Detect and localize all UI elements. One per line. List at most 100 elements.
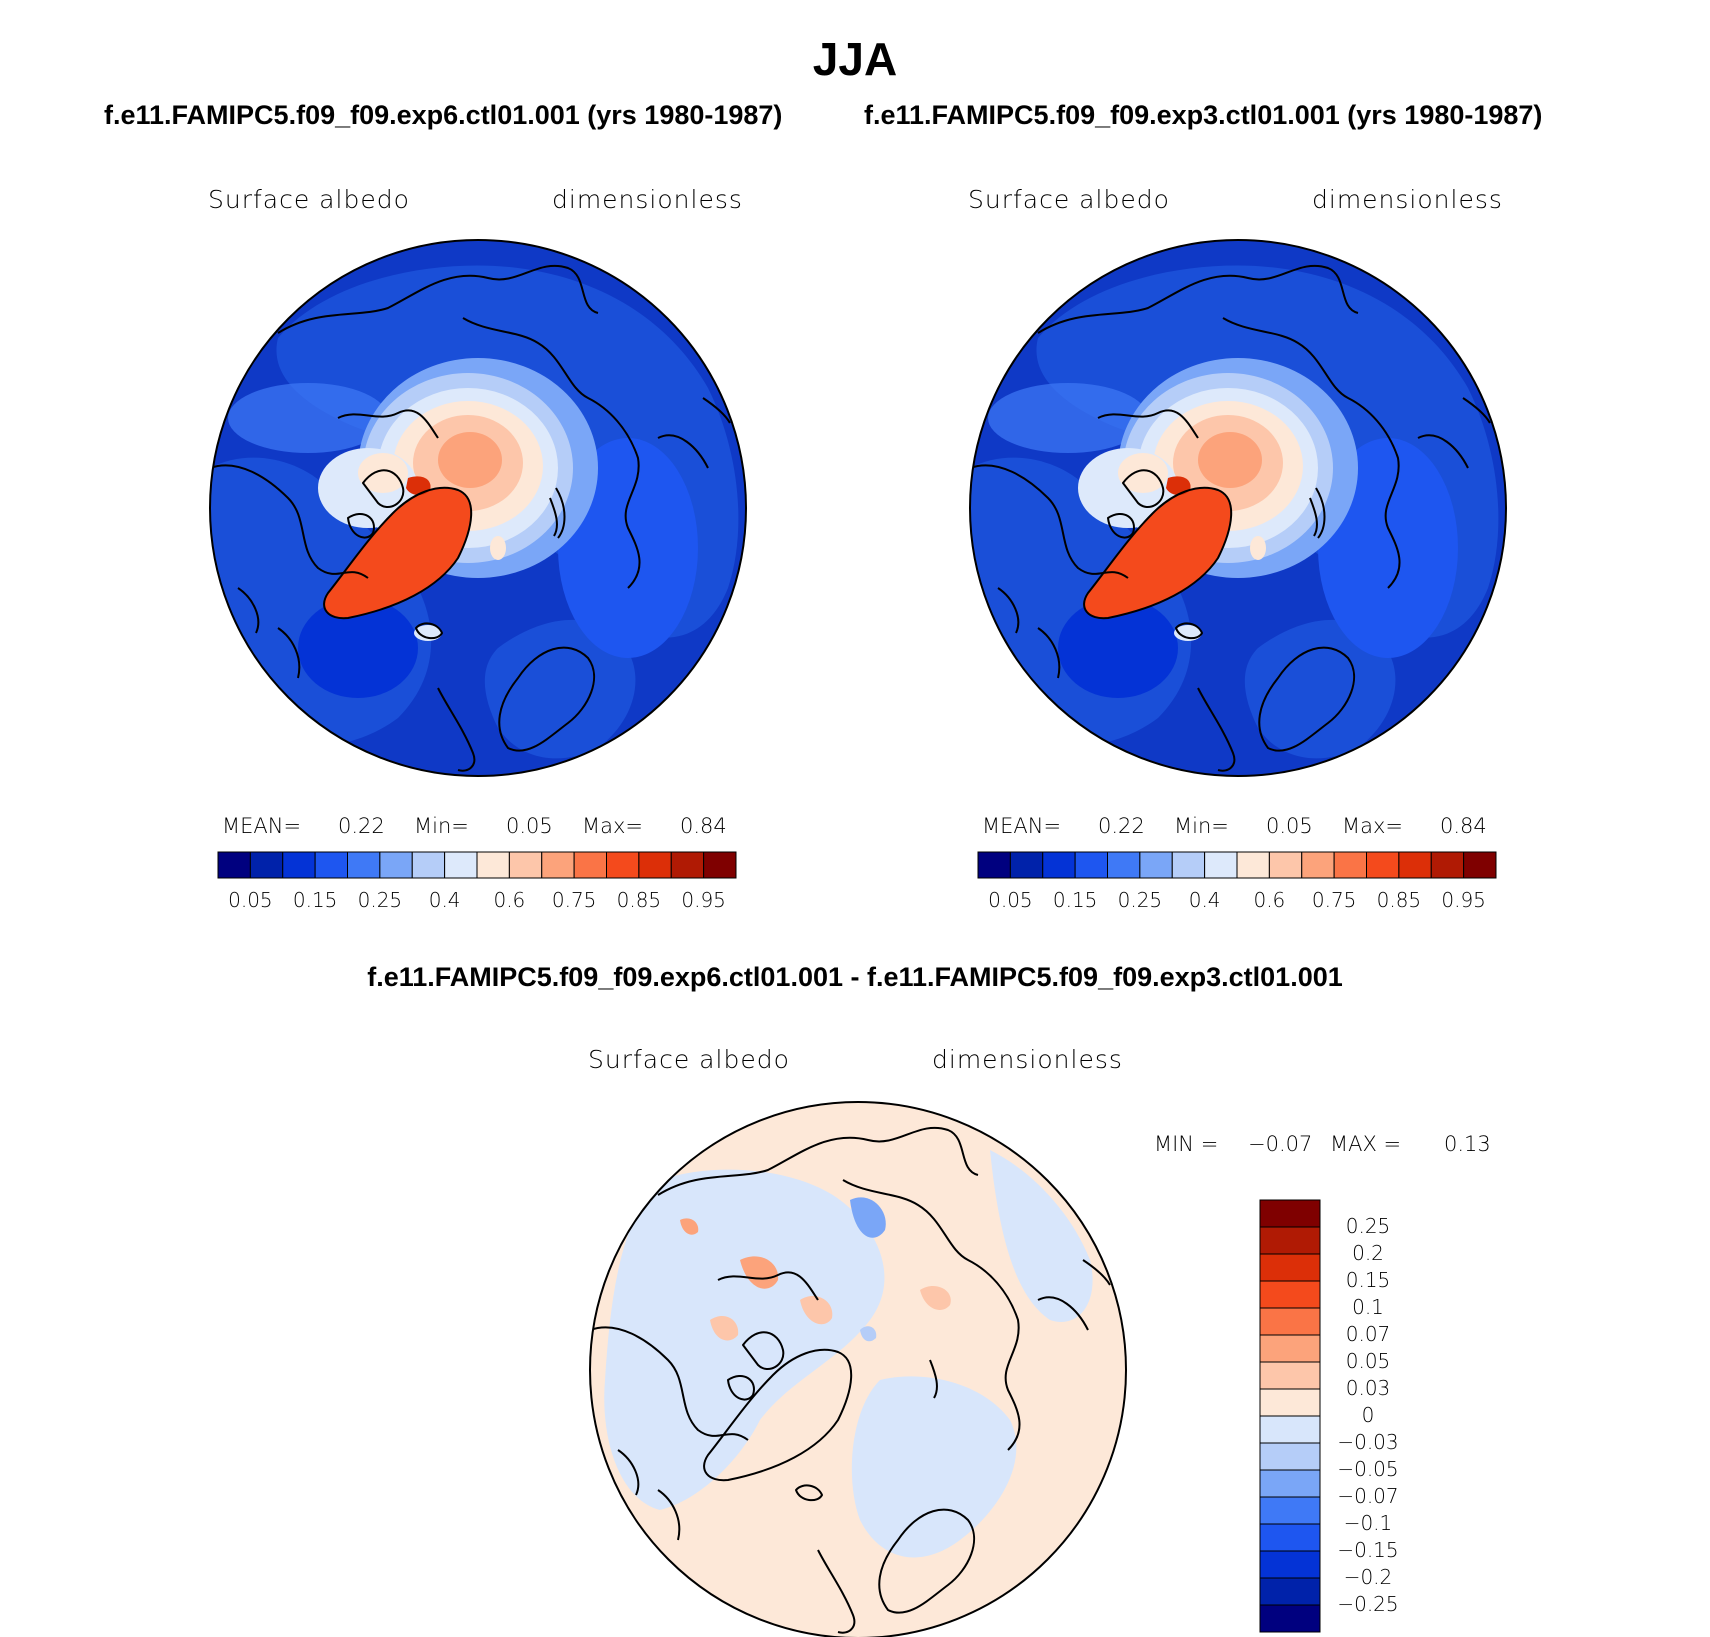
panel-1-colorbar-tick-label: 0.85 [616,888,662,912]
panel-1-mean-label: MEAN= [222,814,302,838]
panel-2-colorbar-swatch [1074,851,1108,879]
season-title: JJA [812,33,898,85]
difference-colorbar-swatch [1259,1253,1321,1282]
difference-title: f.e11.FAMIPC5.f09_f09.exp6.ctl01.001 - f… [367,962,1343,992]
panel-1-min-label: Min= [414,814,469,838]
panel-2-case-title: f.e11.FAMIPC5.f09_f09.exp3.ctl01.001 (yr… [864,100,1543,130]
difference-colorbar-swatch [1259,1199,1321,1228]
difference-colorbar-tick-label: −0.1 [1343,1511,1393,1535]
panel-1-colorbar-swatch [606,851,640,879]
difference-map-border [589,1101,1127,1637]
panel-1-min-value: 0.05 [506,814,553,838]
panel-1-variable: Surface albedo [208,185,410,214]
panel-1-colorbar-swatch [573,851,607,879]
panel-2-max-value: 0.84 [1440,814,1487,838]
panel-1-colorbar-swatch [444,851,478,879]
difference-colorbar-swatch [1259,1604,1321,1633]
difference-colorbar-tick-label: 0.15 [1345,1268,1391,1292]
difference-colorbar-tick-label: 0.05 [1345,1349,1391,1373]
panel-2-colorbar-tick-label: 0.4 [1188,888,1221,912]
difference-variable: Surface albedo [588,1045,790,1074]
panel-1-map-border [209,239,747,777]
panel-1-colorbar-swatch [508,851,543,879]
panel-1-colorbar-tick-label: 0.75 [551,888,597,912]
panel-1-colorbar-swatch [347,851,381,879]
panel-2-colorbar-swatch [1171,851,1206,879]
panel-2-colorbar [977,851,1497,879]
panel-2-colorbar-swatch [1333,851,1367,879]
panel-1-colorbar-tick-label: 0.95 [681,888,726,912]
panel-1-colorbar-swatch [541,851,575,879]
difference-colorbar-tick-label: 0.2 [1352,1241,1384,1265]
difference-max-label: MAX = [1330,1132,1402,1156]
difference-colorbar-tick-label: 0.25 [1345,1214,1391,1238]
difference-colorbar-tick-label: −0.25 [1337,1592,1399,1616]
difference-units: dimensionless [932,1045,1123,1074]
panel-2-colorbar-swatch [1009,851,1044,879]
panel-2-colorbar-tick-label: 0.6 [1253,888,1286,912]
panel-2-colorbar-swatch [1139,851,1173,879]
panel-1-colorbar-tick-label: 0.4 [428,888,461,912]
difference-map [590,1102,1126,1637]
difference-colorbar-tick-label: 0 [1361,1403,1375,1427]
difference-colorbar-tick-label: −0.03 [1337,1430,1399,1454]
panel-2-colorbar-tick-label: 0.15 [1052,888,1098,912]
panel-2-colorbar-swatch [1042,851,1076,879]
panel-1-colorbar-tick-label: 0.05 [228,888,273,912]
panel-1-colorbar-swatch [379,851,413,879]
panel-2-colorbar-swatch [1107,851,1141,879]
panel-1-colorbar-tick-label: 0.25 [357,888,403,912]
panel-2-colorbar-swatch [1430,851,1465,879]
panel-1-colorbar-swatch [249,851,284,879]
panel-1-case-title: f.e11.FAMIPC5.f09_f09.exp6.ctl01.001 (yr… [104,100,783,130]
difference-min-label: MIN = [1154,1132,1219,1156]
difference-colorbar-tick-label: −0.2 [1343,1565,1393,1589]
difference-colorbar-swatch [1259,1334,1321,1363]
panel-2-colorbar-swatch [1301,851,1335,879]
difference-colorbar [1259,1199,1321,1633]
panel-2-colorbar-swatch [1268,851,1303,879]
panel-1-colorbar-tick-label: 0.15 [292,888,338,912]
panel-1-colorbar-swatch [314,851,348,879]
difference-colorbar-swatch [1259,1415,1321,1444]
panel-1-colorbar-tick-label: 0.6 [493,888,526,912]
panel-2-mean-label: MEAN= [982,814,1062,838]
panel-1-colorbar-swatch [411,851,446,879]
difference-colorbar-swatch [1259,1442,1321,1471]
difference-colorbar-swatch [1259,1388,1321,1417]
panel-2-min-value: 0.05 [1266,814,1313,838]
panel-2-colorbar-swatch [1398,851,1432,879]
panel-2-colorbar-swatch [1236,851,1270,879]
panel-2-colorbar-swatch [977,851,1011,879]
panel-2-colorbar-tick-label: 0.05 [988,888,1033,912]
panel-1-max-value: 0.84 [680,814,727,838]
difference-colorbar-swatch [1259,1469,1321,1498]
difference-colorbar-swatch [1259,1523,1321,1552]
panel-1-colorbar [217,851,737,879]
difference-max-value: 0.13 [1444,1132,1491,1156]
panel-2-variable: Surface albedo [968,185,1170,214]
panel-1-colorbar-swatch [476,851,510,879]
difference-colorbar-tick-label: 0.07 [1345,1322,1391,1346]
panel-2-colorbar-tick-label: 0.85 [1376,888,1422,912]
panel-2-colorbar-tick-label: 0.25 [1117,888,1163,912]
difference-min-value: −0.07 [1248,1132,1313,1156]
panel-1-mean-value: 0.22 [338,814,385,838]
panel-1-colorbar-swatch [638,851,672,879]
difference-colorbar-tick-label: −0.07 [1337,1484,1399,1508]
panel-1-colorbar-swatch [217,851,251,879]
panel-1-units: dimensionless [552,185,743,214]
panel-1-colorbar-swatch [703,851,737,879]
panel-2-colorbar-tick-label: 0.95 [1441,888,1486,912]
difference-colorbar-swatch [1259,1577,1321,1606]
difference-colorbar-tick-label: −0.05 [1337,1457,1399,1481]
panel-1-colorbar-swatch [670,851,705,879]
difference-colorbar-swatch [1259,1496,1321,1525]
panel-2-units: dimensionless [1312,185,1503,214]
difference-colorbar-swatch [1259,1550,1321,1579]
difference-colorbar-tick-label: 0.1 [1352,1295,1384,1319]
panel-1-max-label: Max= [582,814,644,838]
panel-2-colorbar-swatch [1463,851,1497,879]
difference-colorbar-swatch [1259,1280,1321,1309]
